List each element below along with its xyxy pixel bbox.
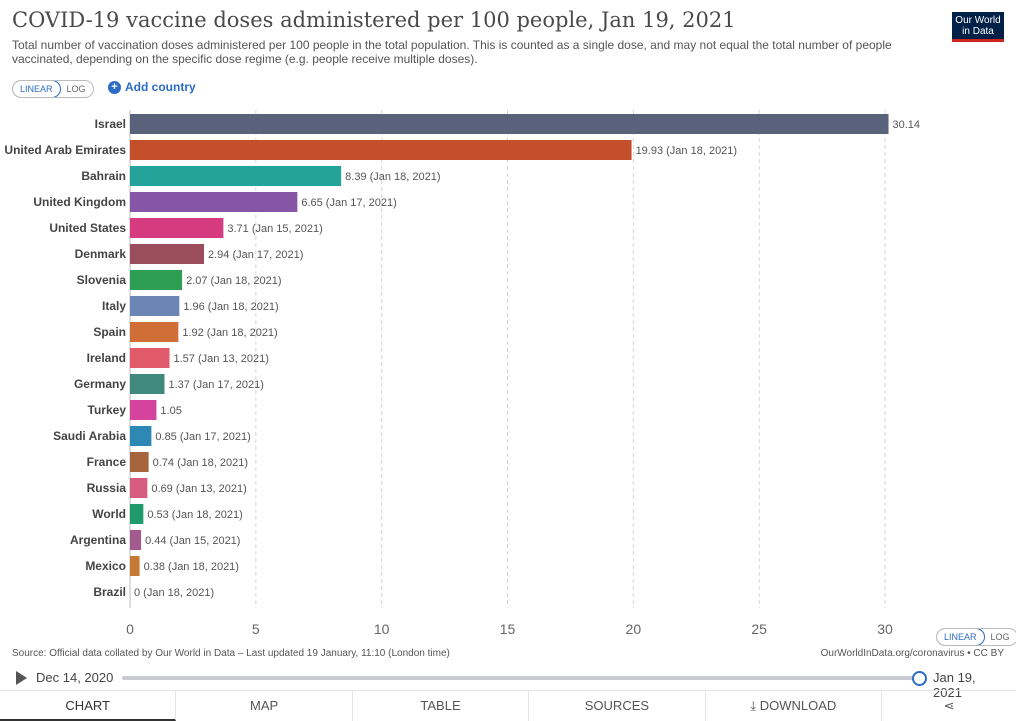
bar xyxy=(130,218,224,238)
category-label: Brazil xyxy=(93,585,126,599)
x-tick-label: 5 xyxy=(252,621,260,637)
tab-bar: CHART MAP TABLE SOURCES ⤓ DOWNLOAD ⋖ xyxy=(0,690,1016,721)
category-label: Israel xyxy=(95,117,126,131)
category-label: Saudi Arabia xyxy=(53,429,126,443)
category-label: United Arab Emirates xyxy=(4,143,126,157)
x-tick-label: 30 xyxy=(877,621,893,637)
x-tick-label: 15 xyxy=(500,621,516,637)
category-label: Russia xyxy=(87,481,127,495)
bar xyxy=(130,556,140,576)
category-label: United Kingdom xyxy=(33,195,126,209)
add-country-label: Add country xyxy=(125,80,196,94)
category-label: France xyxy=(87,455,127,469)
category-label: Denmark xyxy=(75,247,127,261)
download-label: DOWNLOAD xyxy=(759,698,837,713)
x-tick-label: 10 xyxy=(374,621,390,637)
value-label: 30.14 xyxy=(893,119,921,131)
bar xyxy=(130,504,144,524)
source-note: Source: Official data collated by Our Wo… xyxy=(12,648,450,659)
plus-icon: + xyxy=(108,80,121,94)
tab-download[interactable]: ⤓ DOWNLOAD xyxy=(706,691,883,721)
value-label: 0 (Jan 18, 2021) xyxy=(134,587,214,599)
category-label: Bahrain xyxy=(81,169,126,183)
category-label: Argentina xyxy=(70,533,126,547)
value-label: 0.38 (Jan 18, 2021) xyxy=(144,561,239,573)
value-label: 0.74 (Jan 18, 2021) xyxy=(153,457,248,469)
timeline-end-label: Jan 19, 2021 xyxy=(933,670,976,700)
x-tick-label: 20 xyxy=(626,621,642,637)
logo-line1: Our World xyxy=(955,15,1001,26)
value-label: 19.93 (Jan 18, 2021) xyxy=(636,145,738,157)
log-button[interactable]: LOG xyxy=(66,84,86,94)
value-label: 2.94 (Jan 17, 2021) xyxy=(208,249,303,261)
value-label: 1.37 (Jan 17, 2021) xyxy=(168,379,263,391)
bar xyxy=(130,348,170,368)
linear-button[interactable]: LINEAR xyxy=(12,81,61,97)
value-label: 1.96 (Jan 18, 2021) xyxy=(183,301,278,313)
category-label: Ireland xyxy=(87,351,126,365)
category-label: Slovenia xyxy=(77,273,127,287)
add-country-button[interactable]: + Add country xyxy=(108,80,196,94)
category-label: Mexico xyxy=(85,559,126,573)
bar xyxy=(130,114,889,134)
value-label: 2.07 (Jan 18, 2021) xyxy=(186,275,281,287)
bar xyxy=(130,296,180,316)
value-label: 3.71 (Jan 15, 2021) xyxy=(227,223,322,235)
timeline-track[interactable] xyxy=(122,676,919,680)
category-label: Turkey xyxy=(88,403,127,417)
tab-table[interactable]: TABLE xyxy=(353,691,530,721)
bar xyxy=(130,140,632,160)
category-label: Germany xyxy=(74,377,126,391)
share-icon: ⋖ xyxy=(943,698,955,713)
bar xyxy=(130,374,165,394)
value-label: 0.85 (Jan 17, 2021) xyxy=(155,431,250,443)
bar xyxy=(130,400,157,420)
timeline-handle[interactable] xyxy=(912,671,927,686)
x-tick-label: 0 xyxy=(126,621,134,637)
bar xyxy=(130,244,204,264)
value-label: 1.05 xyxy=(160,405,181,417)
category-label: United States xyxy=(49,221,126,235)
value-label: 6.65 (Jan 17, 2021) xyxy=(301,197,396,209)
log-button-bottom[interactable]: LOG xyxy=(990,632,1010,642)
timeline-start-label: Dec 14, 2020 xyxy=(36,670,114,685)
value-label: 8.39 (Jan 18, 2021) xyxy=(345,171,440,183)
bar xyxy=(130,322,179,342)
bar xyxy=(130,478,148,498)
x-tick-label: 25 xyxy=(751,621,767,637)
download-icon: ⤓ xyxy=(750,698,760,713)
tab-chart[interactable]: CHART xyxy=(0,691,177,721)
linear-button-bottom[interactable]: LINEAR xyxy=(936,629,985,645)
timeline: Dec 14, 2020 Jan 19, 2021 xyxy=(12,668,1004,700)
tab-sources[interactable]: SOURCES xyxy=(529,691,706,721)
share-button[interactable]: ⋖ xyxy=(882,691,1016,721)
tab-map[interactable]: MAP xyxy=(176,691,353,721)
bar xyxy=(130,270,183,290)
category-label: Spain xyxy=(93,325,126,339)
chart-subtitle: Total number of vaccination doses admini… xyxy=(12,38,892,66)
bar xyxy=(130,530,142,550)
owid-logo[interactable]: Our World in Data xyxy=(952,12,1004,42)
chart-title: COVID-19 vaccine doses administered per … xyxy=(12,8,736,32)
scale-toggle-bottom[interactable]: LINEAR LOG xyxy=(936,628,1016,646)
bar xyxy=(130,452,149,472)
value-label: 1.57 (Jan 13, 2021) xyxy=(174,353,269,365)
bar xyxy=(130,192,298,212)
bar xyxy=(130,166,342,186)
scale-toggle-top[interactable]: LINEAR LOG xyxy=(12,80,94,98)
logo-line2: in Data xyxy=(962,26,994,37)
value-label: 1.92 (Jan 18, 2021) xyxy=(182,327,277,339)
play-icon[interactable] xyxy=(16,671,27,685)
value-label: 0.44 (Jan 15, 2021) xyxy=(145,535,240,547)
category-label: Italy xyxy=(102,299,126,313)
value-label: 0.69 (Jan 13, 2021) xyxy=(151,483,246,495)
source-url[interactable]: OurWorldInData.org/coronavirus • CC BY xyxy=(820,648,1004,659)
bar xyxy=(130,426,152,446)
bar-chart: 0 5 10 15 20 25 30 Israel 30.14 United Arab Emira… xyxy=(4,110,921,637)
value-label: 0.53 (Jan 18, 2021) xyxy=(147,509,242,521)
category-label: World xyxy=(92,507,126,521)
